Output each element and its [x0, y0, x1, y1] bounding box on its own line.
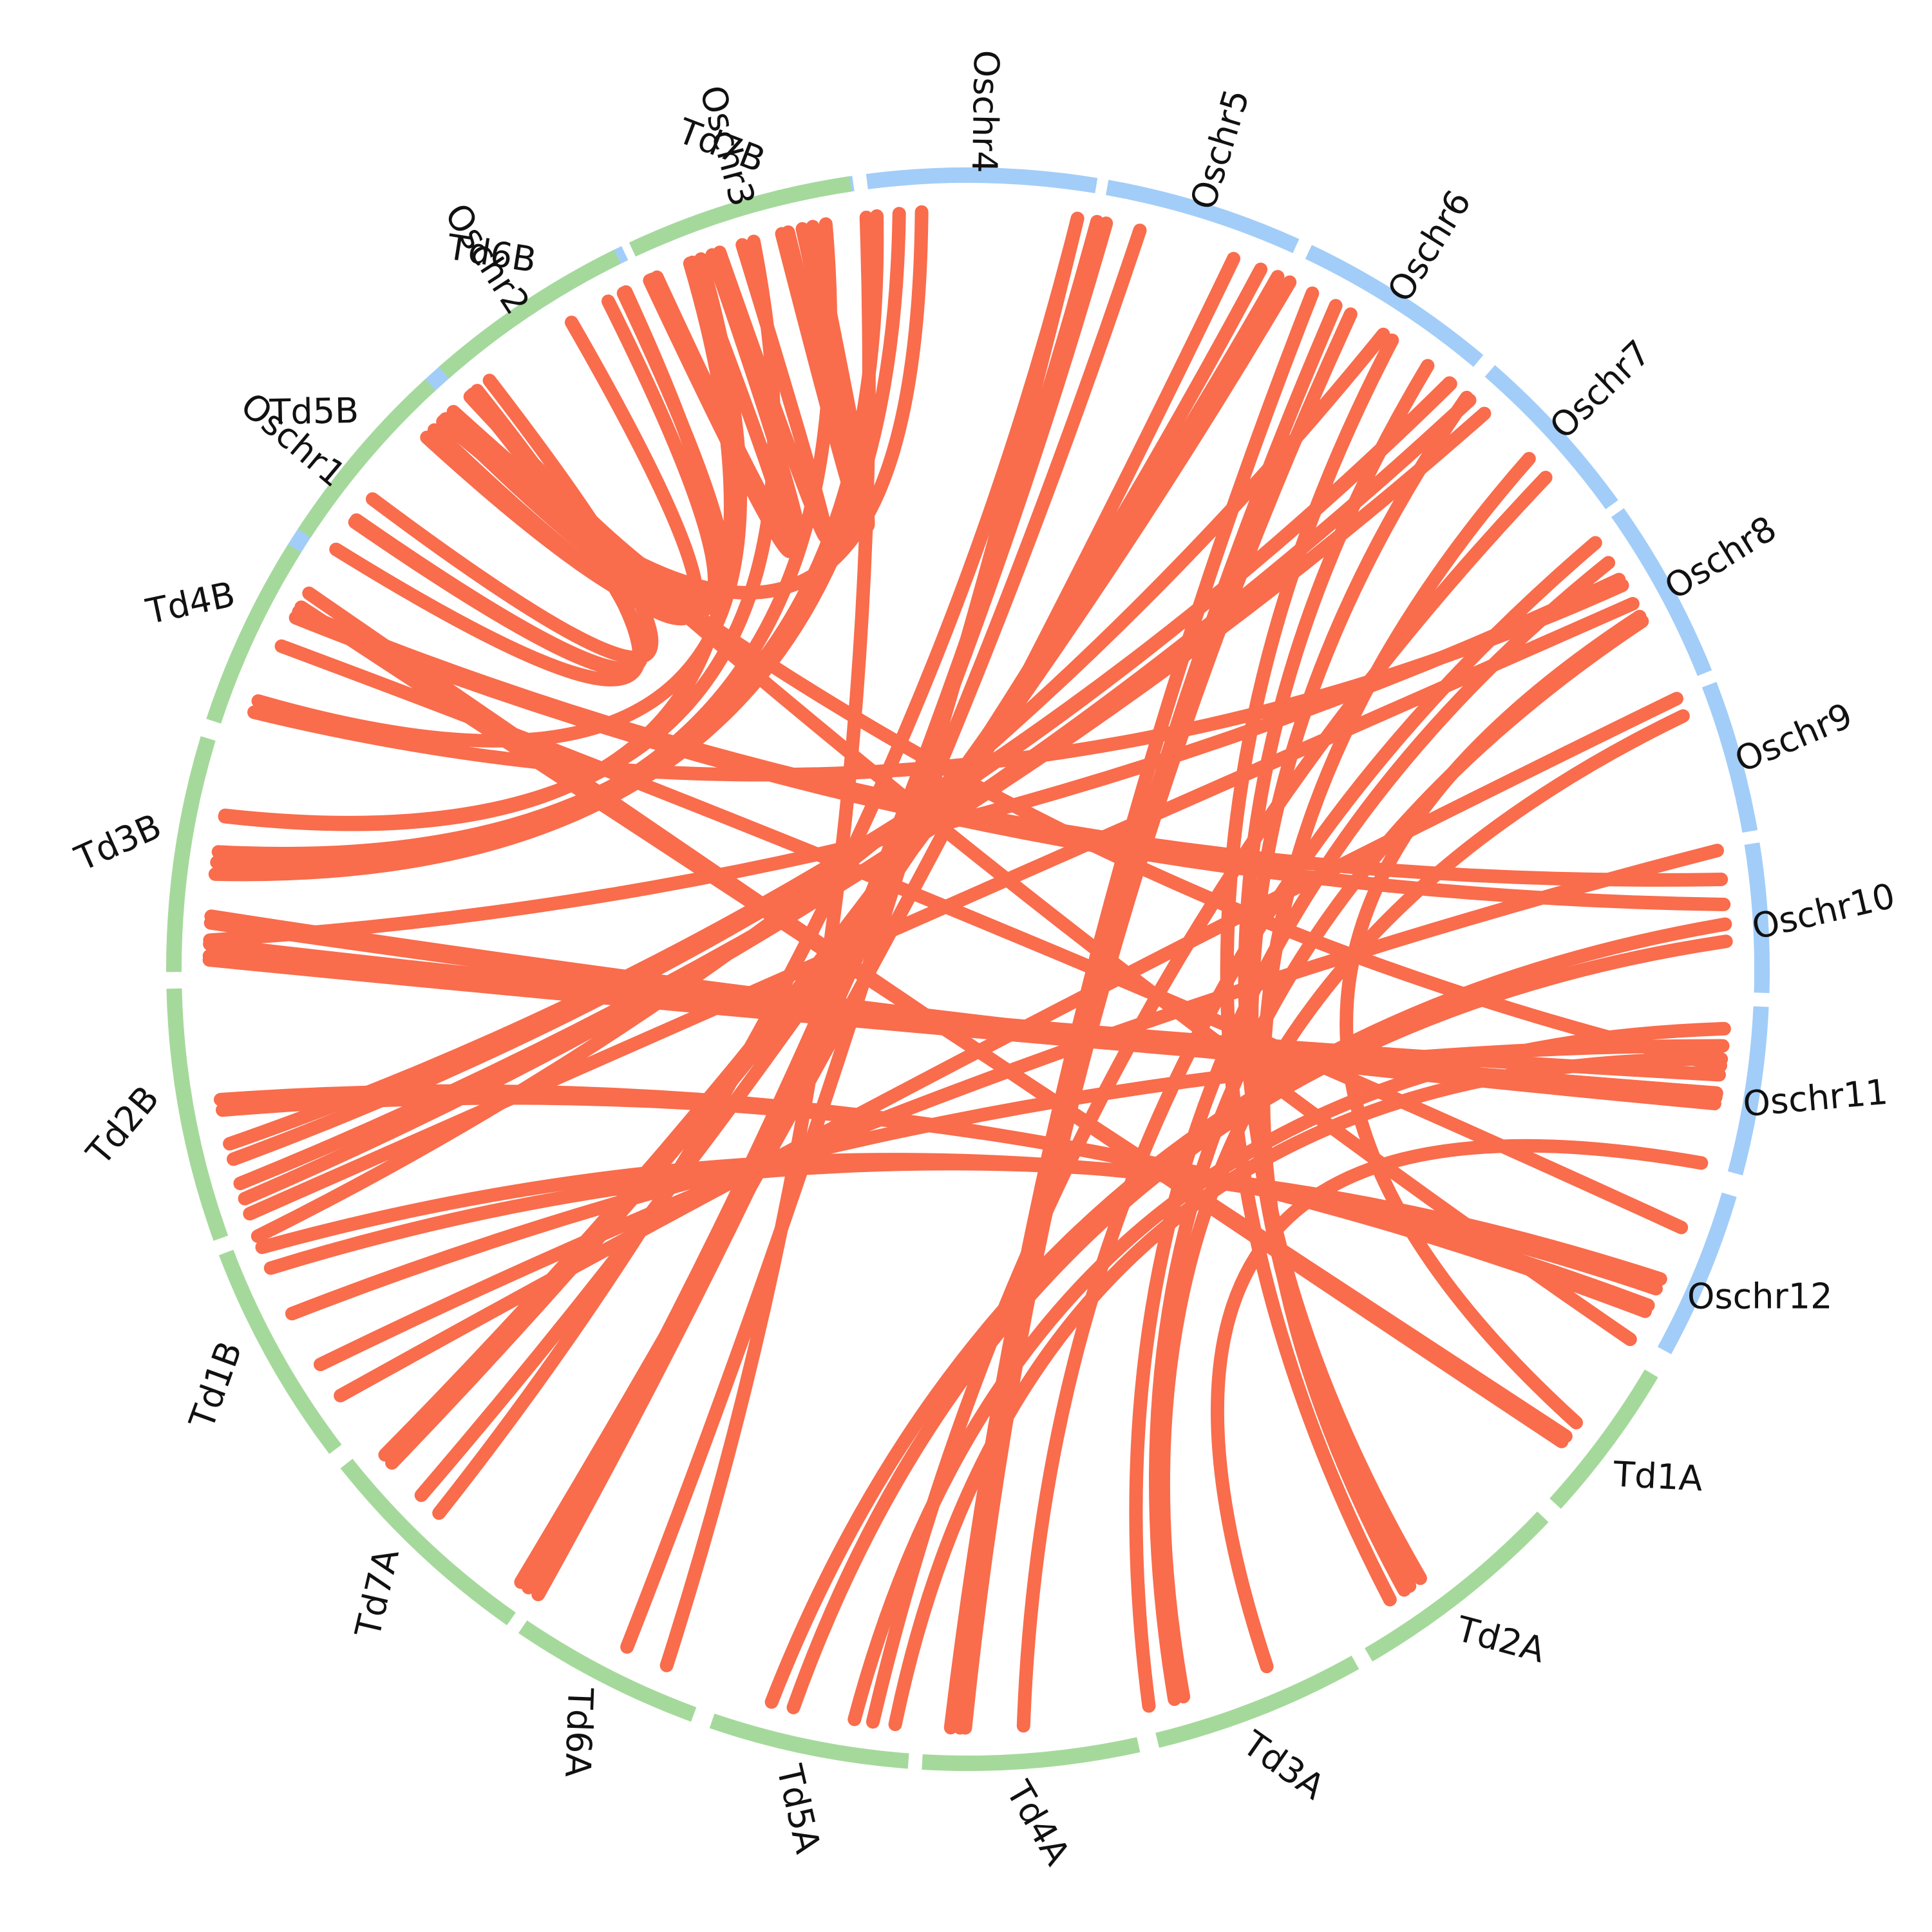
chromosome-arc-Td4B — [206, 544, 301, 724]
chromosome-label-Td1A: Td1A — [1612, 1454, 1704, 1499]
chromosome-arc-Td5B — [298, 379, 436, 538]
synteny-link — [1129, 556, 1616, 1713]
chromosome-label-Td6B: Td6B — [444, 227, 539, 281]
synteny-link — [292, 605, 1728, 887]
synteny-links — [202, 205, 1733, 1735]
chromosome-arc-Oschr7 — [1484, 365, 1618, 509]
chromosome-arc-Td3B — [166, 736, 216, 972]
chromosome-label-Td2A: Td2A — [1452, 1608, 1549, 1671]
synteny-link — [274, 639, 1689, 1235]
synteny-link — [786, 934, 1733, 1714]
synteny-link — [211, 209, 884, 860]
chromosome-arc-Td6B — [439, 249, 621, 379]
chromosome-label-Td3A: Td3A — [1235, 1723, 1332, 1808]
chromosome-arc-Oschr11 — [1727, 1006, 1769, 1176]
chromosome-label-Oschr10: Oschr10 — [1748, 875, 1899, 947]
chromosome-arc-Oschr10 — [1744, 842, 1770, 993]
chromosome-label-Oschr9: Oschr9 — [1729, 695, 1859, 781]
chromosome-label-Oschr11: Oschr11 — [1741, 1072, 1889, 1124]
synteny-link — [953, 307, 1358, 1735]
synteny-link — [781, 220, 875, 533]
synteny-link — [764, 917, 1732, 1709]
chromosome-arc-Oschr9 — [1701, 681, 1758, 833]
synteny-link — [531, 223, 1147, 1602]
synteny-link — [251, 252, 748, 748]
chromosome-arc-Oschr8 — [1611, 508, 1712, 676]
synteny-link — [1238, 359, 1435, 1586]
synteny-link — [208, 207, 906, 882]
chromosome-label-Td7A: Td7A — [347, 1545, 407, 1642]
chromosome-arc-Oschr5 — [1106, 180, 1300, 254]
chromosome-arc-Oschr12 — [1657, 1192, 1737, 1354]
synteny-link — [238, 393, 1477, 1206]
synteny-link — [1149, 614, 1649, 1706]
chromosome-arc-Td6A — [518, 1620, 697, 1722]
synteny-link — [427, 316, 704, 625]
chromosome-label-Td2B: Td2B — [78, 1078, 167, 1173]
chromosome-label-Oschr6: Oschr6 — [1379, 183, 1479, 308]
chromosome-arc-Oschr6 — [1305, 245, 1484, 367]
synteny-link — [866, 471, 1553, 1729]
chromosome-label-Td4B: Td4B — [142, 574, 239, 632]
chromosome-ideogram-track — [166, 167, 1770, 1771]
chromosome-arc-Td7B — [629, 176, 852, 257]
chromosome-label-Oschr12: Oschr12 — [1687, 1276, 1832, 1317]
chromosome-arc-Td1A — [1549, 1369, 1658, 1509]
chromosome-label-Td5A: Td5A — [769, 1761, 829, 1857]
chromosome-label-Oschr5: Oschr5 — [1182, 84, 1257, 214]
chromosome-label-Td4A: Td4A — [998, 1774, 1078, 1871]
synteny-link — [203, 573, 1626, 947]
chromosome-arc-Td3A — [1155, 1655, 1359, 1748]
chromosome-label-Td6A: Td6A — [557, 1687, 601, 1778]
synteny-link — [713, 238, 833, 544]
synteny-link — [202, 953, 1723, 1100]
chromosome-arc-Td5A — [709, 1713, 909, 1769]
chromosome-label-Oschr8: Oschr8 — [1658, 508, 1783, 608]
chromosome-arc-Td7A — [340, 1459, 516, 1625]
synteny-link — [314, 844, 1724, 1372]
synteny-link — [255, 1153, 1663, 1296]
chromosome-label-Td3B: Td3B — [68, 806, 167, 879]
chromosome-arc-Oschr4 — [866, 167, 1098, 194]
chromosome-label-Oschr7: Oschr7 — [1542, 332, 1658, 447]
synteny-link — [645, 256, 799, 558]
chromosome-arc-Td1B — [218, 1249, 342, 1454]
chromosome-label-Oschr4: Oschr4 — [964, 50, 1007, 173]
chromosome-label-Td1B: Td1B — [181, 1336, 250, 1435]
chromosome-arc-Td2B — [166, 988, 229, 1241]
synteny-link — [285, 1039, 1730, 1321]
chromosome-label-Td5B: Td5B — [269, 390, 359, 432]
chromosome-arc-Td4A — [922, 1737, 1141, 1771]
chromosome-arc-Td2A — [1365, 1511, 1549, 1662]
